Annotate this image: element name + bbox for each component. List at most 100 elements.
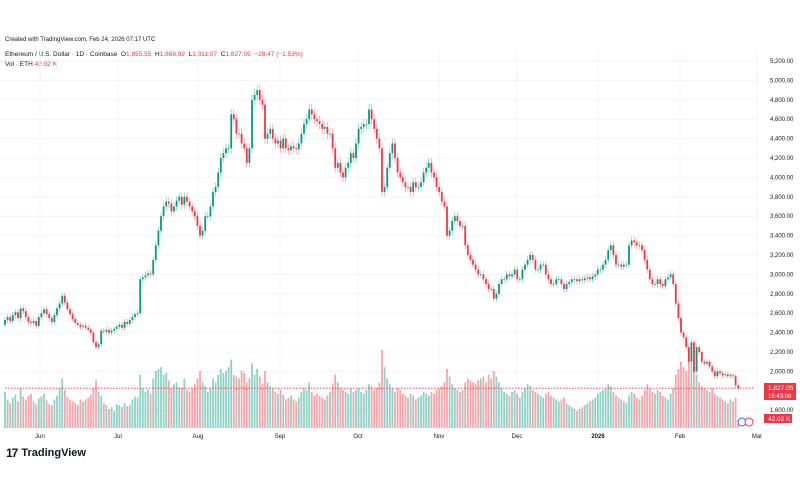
volume-bar [498, 382, 500, 428]
candle-body [212, 191, 214, 207]
candle-body [511, 274, 513, 277]
volume-bar [284, 399, 287, 428]
candle-body [362, 124, 365, 127]
candle [682, 329, 685, 341]
volume-bar [4, 391, 6, 428]
candle-body [222, 153, 225, 158]
candle-body [388, 153, 391, 168]
candle-body [27, 317, 30, 322]
candle-body [144, 275, 147, 278]
volume-bar [615, 395, 617, 428]
volume-bar [61, 378, 64, 428]
candle-body [466, 245, 469, 255]
candle-body [646, 259, 649, 270]
candle-body [516, 269, 519, 280]
volume-bar [157, 369, 160, 428]
candle-body [183, 196, 186, 205]
volume-bar [490, 378, 493, 428]
candle [531, 251, 534, 264]
candle-body [422, 172, 425, 183]
volume-bar [355, 389, 357, 428]
candle-body [134, 314, 136, 318]
candle [633, 236, 636, 247]
candle-body [22, 308, 25, 312]
candle [635, 238, 638, 250]
candle [355, 138, 357, 163]
volume-bar [459, 391, 461, 428]
volume-bar [646, 384, 649, 428]
candle-body [331, 133, 334, 149]
volume-bar [734, 397, 737, 428]
candle-body [32, 320, 35, 323]
candle [82, 322, 84, 330]
candle-body [336, 162, 339, 168]
candle [37, 314, 40, 329]
candle [420, 177, 422, 192]
candle [708, 359, 711, 369]
event-icon[interactable] [744, 417, 754, 427]
volume-bar [139, 374, 142, 428]
candle-body [141, 277, 144, 280]
volume-bar [591, 399, 594, 428]
candle-body [56, 308, 58, 316]
candle [425, 162, 428, 178]
candle [105, 326, 108, 335]
candle-body [472, 259, 474, 265]
event-icons[interactable] [737, 417, 754, 427]
candle-body [586, 277, 589, 279]
candle-body [661, 284, 664, 287]
candle-body [82, 325, 84, 327]
volume-bar [724, 401, 727, 428]
volume-bar [687, 359, 690, 428]
volume-bar [672, 388, 675, 428]
volume-bar [570, 407, 573, 428]
candle-body [638, 245, 641, 246]
candle [700, 349, 703, 365]
candle [669, 270, 672, 281]
candle [375, 123, 378, 144]
y-tick-label: 3,000.00 [770, 272, 794, 278]
candle-body [412, 182, 415, 192]
candle [24, 308, 27, 321]
candle-body [737, 385, 740, 389]
volume-bar [521, 391, 524, 428]
candle-body [451, 221, 454, 231]
volume-bar [513, 389, 516, 428]
candle-body [235, 119, 238, 134]
volume-bar [602, 389, 604, 428]
candle-body [381, 148, 383, 192]
candle-body [167, 201, 170, 204]
volume-bars [4, 350, 740, 428]
candle-body [659, 279, 662, 285]
volume-bar [706, 389, 708, 428]
candle [71, 311, 74, 322]
candle [14, 309, 17, 319]
candle-body [625, 264, 628, 266]
candle [607, 246, 610, 264]
footer-brand[interactable]: 17 TradingView [6, 446, 86, 460]
volume-bar [63, 389, 66, 428]
volume-bar [352, 391, 355, 428]
candle [279, 135, 282, 154]
candle [30, 319, 32, 326]
volume-bar [191, 388, 194, 428]
candle [222, 148, 225, 163]
candle-body [95, 342, 97, 348]
candle [95, 339, 97, 350]
candle [485, 275, 487, 288]
y-tick-label: 4,600.00 [770, 117, 794, 123]
candle [401, 172, 404, 187]
volume-bar [495, 376, 498, 428]
candle [724, 372, 727, 378]
candle [336, 158, 339, 173]
candle-body [277, 140, 279, 144]
volume-bar [243, 372, 246, 428]
candle [667, 273, 669, 283]
candle-body [591, 276, 594, 280]
candle-body [680, 318, 682, 333]
volume-bar [563, 397, 565, 428]
candle-body [128, 319, 131, 324]
volume-bar [526, 384, 529, 428]
volume-bar [453, 388, 456, 428]
